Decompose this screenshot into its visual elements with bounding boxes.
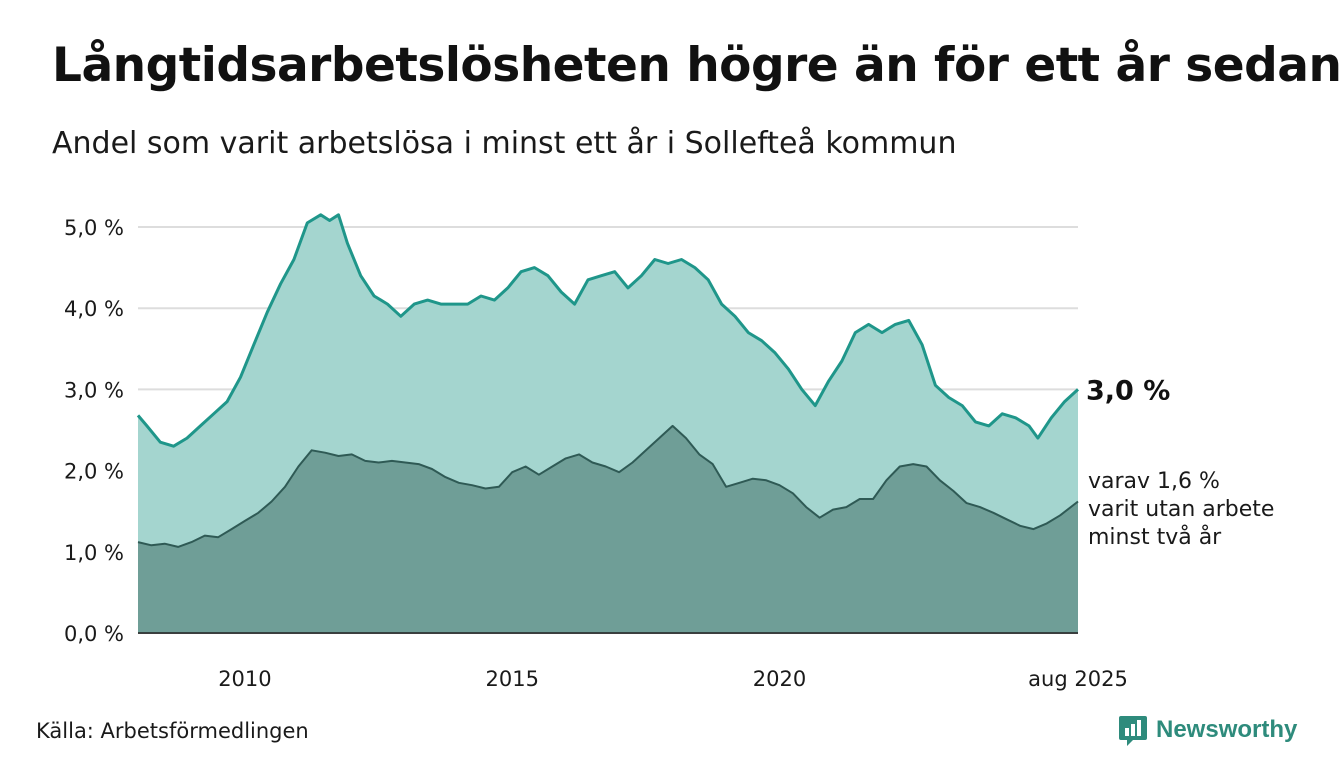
- y-tick-label: 3,0 %: [64, 378, 124, 402]
- lower-series-note: varav 1,6 %: [1088, 469, 1220, 494]
- last-value-label: 3,0 %: [1086, 375, 1170, 406]
- series-area-2: [138, 425, 1078, 633]
- x-tick-label: 2015: [485, 667, 538, 691]
- newsworthy-logo-icon: [1119, 716, 1147, 746]
- series-line-1: [136, 213, 1080, 448]
- y-tick-label: 1,0 %: [64, 541, 124, 565]
- x-tick-label: 2020: [753, 667, 806, 691]
- chart-title: Långtidsarbetslösheten högre än för ett …: [52, 38, 1340, 93]
- series-areas: [136, 213, 1080, 634]
- chart-subtitle: Andel som varit arbetslösa i minst ett å…: [52, 126, 957, 161]
- series-line-2: [137, 424, 1079, 548]
- chart-area: 0,0 %1,0 %2,0 %3,0 %4,0 %5,0 % 2010 2015 2…: [64, 213, 1274, 691]
- lower-series-note: varit utan arbete: [1088, 497, 1274, 522]
- brand-logo: Newsworthy: [1118, 714, 1297, 746]
- y-tick-label: 2,0 %: [64, 460, 124, 484]
- lower-series-note: minst två år: [1088, 524, 1222, 550]
- y-axis: 0,0 % 1,0 % 2,0 % 3,0 % 4,0 % 5,0 %: [64, 216, 124, 646]
- brand-name: Newsworthy: [1156, 716, 1298, 743]
- y-tick-label: 5,0 %: [64, 216, 124, 240]
- y-tick-label: 4,0 %: [64, 297, 124, 321]
- x-tick-label: aug 2025: [1028, 667, 1128, 691]
- source-note: Källa: Arbetsförmedlingen: [36, 719, 309, 743]
- y-tick-label: 0,0 %: [64, 622, 124, 646]
- x-axis: 2010 2015 2020 aug 2025: [218, 667, 1128, 691]
- x-tick-label: 2010: [218, 667, 271, 691]
